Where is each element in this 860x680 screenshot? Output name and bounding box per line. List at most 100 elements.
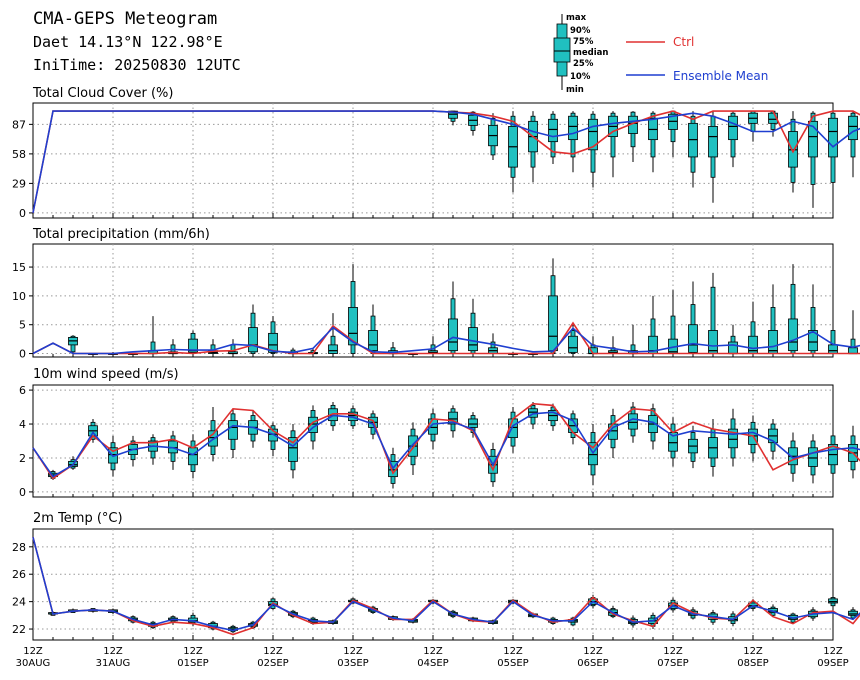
ensemble-box xyxy=(848,111,858,178)
box-p25-p75 xyxy=(348,307,358,346)
ensemble-box xyxy=(848,607,858,620)
y-tick-label: 22 xyxy=(12,623,26,636)
box-p25-p75 xyxy=(828,598,838,604)
panel-temperature: 2m Temp (°C) 22 24 26 28 xyxy=(12,511,860,641)
ensemble-box xyxy=(748,110,758,142)
x-date-label: 06SEP xyxy=(577,658,608,669)
x-hour-label: 12Z xyxy=(583,646,603,657)
ensemble-box xyxy=(508,407,518,453)
box-p25-p75 xyxy=(468,327,478,352)
box-p25-p75 xyxy=(248,327,258,353)
ensemble-box xyxy=(468,298,478,354)
box-p25-p75 xyxy=(848,347,858,354)
panel-precipitation: Total precipitation (mm/6h) 0 5 10 15 xyxy=(12,227,860,361)
ensemble-box xyxy=(568,324,578,354)
ensemble-box xyxy=(288,424,298,479)
box-p25-p75 xyxy=(808,447,818,467)
y-tick-label: 58 xyxy=(12,148,26,161)
box-p25-p75 xyxy=(268,332,278,353)
ensemble-box xyxy=(788,264,798,354)
ensemble-box xyxy=(488,113,498,160)
ensemble-box xyxy=(648,111,658,173)
box-p25-p75 xyxy=(288,437,298,462)
box-p25-p75 xyxy=(828,344,838,354)
ensemble-box xyxy=(168,430,178,470)
ensemble-mean-line xyxy=(32,326,860,355)
ensemble-box xyxy=(448,110,458,126)
x-hour-label: 12Z xyxy=(23,646,43,657)
panel-cloud-cover: Total Cloud Cover (%) 0 29 58 87 xyxy=(12,86,860,220)
ensemble-box xyxy=(828,111,838,203)
ensemble-box xyxy=(628,324,638,355)
ensemble-box xyxy=(748,415,758,462)
ensemble-box xyxy=(588,111,598,188)
box-p25-p75 xyxy=(688,324,698,353)
legend-mean-label: Ensemble Mean xyxy=(673,69,768,83)
x-hour-label: 12Z xyxy=(183,646,203,657)
box-p25-p75 xyxy=(468,418,478,428)
box-p25-p75 xyxy=(548,295,558,352)
ensemble-box xyxy=(628,111,638,163)
y-tick-label: 6 xyxy=(19,384,26,397)
box-p25-p75 xyxy=(448,318,458,352)
ensemble-box xyxy=(428,408,438,450)
legend-box-sample xyxy=(553,14,571,90)
ensemble-box xyxy=(428,336,438,354)
box-p25-p75 xyxy=(228,420,238,440)
y-tick-label: 2 xyxy=(19,452,26,465)
ensemble-box xyxy=(808,284,818,354)
box-p25-p75 xyxy=(328,344,338,354)
legend-label-max: max xyxy=(566,13,587,23)
ensemble-box xyxy=(268,316,278,354)
y-tick-label: 29 xyxy=(12,177,26,190)
x-date-label: 03SEP xyxy=(337,658,368,669)
y-tick-label: 5 xyxy=(19,319,26,332)
ensemble-box xyxy=(148,316,158,355)
ensemble-box xyxy=(828,594,838,608)
ensemble-box xyxy=(708,111,718,203)
box-p25-p75 xyxy=(708,126,718,158)
x-hour-label: 12Z xyxy=(743,646,763,657)
box-p25-p75 xyxy=(788,318,798,352)
x-date-label: 04SEP xyxy=(417,658,448,669)
chart-title: CMA-GEPS Meteogram xyxy=(33,9,217,29)
box-p25-p75 xyxy=(188,447,198,466)
ensemble-box xyxy=(608,336,618,354)
ensemble-box xyxy=(188,434,198,479)
ensemble-box xyxy=(568,111,578,173)
box-p25-p75 xyxy=(728,428,738,449)
x-date-label: 09SEP xyxy=(817,658,848,669)
ensemble-box xyxy=(608,408,618,458)
x-date-label: 07SEP xyxy=(657,658,688,669)
ensemble-box xyxy=(368,304,378,354)
ensemble-box xyxy=(168,339,178,355)
ensemble-box xyxy=(768,418,778,460)
box-p25-p75 xyxy=(368,330,378,352)
y-tick-label: 0 xyxy=(19,486,26,499)
panel-title: 10m wind speed (m/s) xyxy=(33,367,179,382)
box-p25-p75 xyxy=(568,335,578,353)
box-p25-p75 xyxy=(568,115,578,141)
ensemble-box xyxy=(148,434,158,465)
ensemble-box xyxy=(668,110,678,157)
box-p25-p75 xyxy=(548,118,558,143)
ctrl-line xyxy=(32,402,860,480)
ensemble-box xyxy=(668,290,678,354)
box-p25-p75 xyxy=(808,120,818,158)
ensemble-box xyxy=(608,111,618,178)
ensemble-box xyxy=(808,434,818,484)
ensemble-box xyxy=(228,408,238,458)
ensemble-mean-line xyxy=(32,110,860,214)
y-tick-label: 28 xyxy=(12,541,26,554)
legend-label-p25: 25% xyxy=(573,59,594,69)
x-hour-label: 12Z xyxy=(103,646,123,657)
box-p25-p75 xyxy=(828,117,838,158)
panel-title: 2m Temp (°C) xyxy=(33,511,123,526)
box-p25-p75 xyxy=(848,610,858,616)
legend-label-p90: 90% xyxy=(570,26,591,36)
x-hour-label: 12Z xyxy=(423,646,443,657)
x-date-label: 02SEP xyxy=(257,658,288,669)
x-date-label: 08SEP xyxy=(737,658,768,669)
ensemble-box xyxy=(328,313,338,354)
